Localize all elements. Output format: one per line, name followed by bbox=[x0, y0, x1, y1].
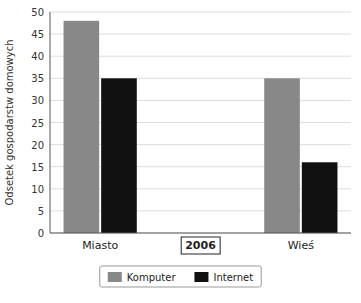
x-axis: Miasto Wieś 2006 bbox=[82, 237, 314, 254]
annotation-box bbox=[181, 237, 220, 254]
y-tick-label: 20 bbox=[31, 140, 44, 151]
bars bbox=[64, 21, 338, 233]
legend-swatch bbox=[194, 272, 208, 282]
bar bbox=[264, 78, 300, 233]
y-tick-label: 0 bbox=[38, 228, 44, 239]
annotation: 2006 bbox=[185, 239, 216, 252]
x-tick-label: Miasto bbox=[82, 239, 118, 252]
chart-container: 0 5 10 15 20 25 30 35 40 45 50 Odsetek gospodarstw … bbox=[0, 0, 361, 303]
y-tick-label: 35 bbox=[31, 73, 44, 84]
legend-label: Internet bbox=[213, 272, 253, 283]
y-axis-line bbox=[50, 12, 51, 233]
y-tick-label: 45 bbox=[31, 29, 44, 40]
legend-item: Komputer bbox=[108, 272, 177, 283]
legend-frame bbox=[100, 266, 261, 287]
y-tick-label: 15 bbox=[31, 162, 44, 173]
legend: Komputer Internet bbox=[100, 266, 261, 287]
y-tick-label: 40 bbox=[31, 51, 44, 62]
legend-label: Komputer bbox=[127, 272, 177, 283]
grid-line bbox=[50, 12, 351, 13]
x-axis-line bbox=[50, 233, 351, 234]
grid bbox=[50, 12, 351, 233]
y-tick-label: 25 bbox=[31, 118, 44, 129]
x-tick-label: Wieś bbox=[288, 239, 314, 252]
legend-item: Internet bbox=[194, 272, 253, 283]
legend-swatch bbox=[108, 272, 122, 282]
y-axis: 0 5 10 15 20 25 30 35 40 45 50 bbox=[31, 7, 44, 239]
grid-line bbox=[50, 233, 351, 234]
y-tick-label: 5 bbox=[38, 206, 44, 217]
bar bbox=[64, 21, 100, 233]
bar bbox=[101, 78, 137, 233]
chart: 0 5 10 15 20 25 30 35 40 45 50 Odsetek gospodarstw … bbox=[0, 0, 361, 303]
y-axis-label: Odsetek gospodarstw domowych bbox=[4, 39, 15, 205]
y-tick-label: 50 bbox=[31, 7, 44, 18]
y-tick-label: 10 bbox=[31, 184, 44, 195]
y-tick-label: 30 bbox=[31, 95, 44, 106]
bar bbox=[302, 162, 338, 233]
